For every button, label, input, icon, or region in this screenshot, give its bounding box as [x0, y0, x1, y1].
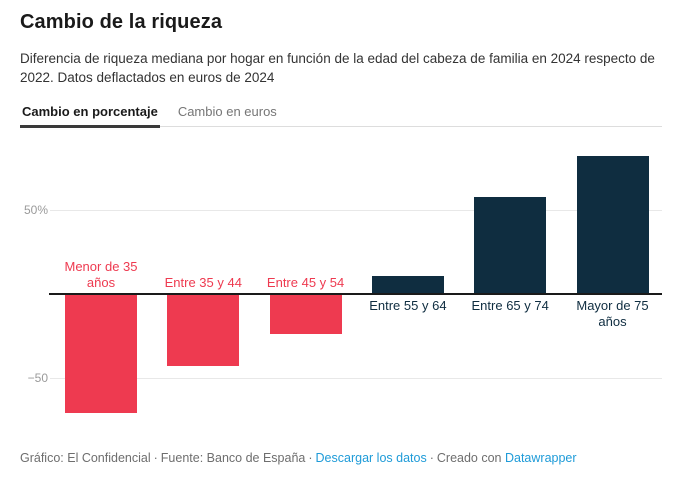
created-with-text: Creado con [436, 451, 502, 465]
separator: · [153, 451, 158, 465]
datawrapper-link[interactable]: Datawrapper [504, 451, 577, 465]
bar-chart-plot-area: 50% −50 Menor de 35 años Entre 35 y 44 Entre… [0, 140, 699, 440]
download-data-link[interactable]: Descargar los datos [315, 451, 427, 465]
bar [576, 156, 649, 294]
bar [371, 275, 444, 294]
tab-cambio-en-porcentaje[interactable]: Cambio en porcentaje [20, 102, 160, 128]
bar [167, 295, 240, 366]
source-text: Fuente: Banco de España [160, 451, 306, 465]
gridline [50, 378, 662, 379]
page-title: Cambio de la riqueza [20, 11, 223, 33]
y-axis-tick-label: −50 [27, 371, 48, 385]
chart-footer: Gráfico: El Confidencial · Fuente: Banco d… [20, 451, 680, 465]
zero-axis-line [49, 293, 662, 295]
separator: · [429, 451, 434, 465]
bar [269, 295, 342, 334]
tab-bar: Cambio en porcentaje Cambio en euros [20, 102, 662, 128]
credit-text: Gráfico: El Confidencial [20, 451, 151, 465]
category-label: Entre 55 y 64 [369, 298, 447, 313]
category-label: Entre 45 y 54 [266, 275, 345, 290]
category-label: Mayor de 75 años [576, 298, 649, 329]
gridline [50, 210, 662, 211]
chart-description: Diferencia de riqueza mediana por hogar … [20, 51, 655, 85]
category-label: Entre 65 y 74 [471, 298, 549, 313]
bar [65, 295, 137, 413]
y-axis-tick-label: 50% [23, 203, 48, 217]
category-label: Menor de 35 años [64, 259, 138, 290]
separator: · [308, 451, 313, 465]
category-label: Entre 35 y 44 [164, 275, 242, 290]
bar [474, 196, 547, 294]
tab-cambio-en-euros[interactable]: Cambio en euros [177, 104, 277, 119]
